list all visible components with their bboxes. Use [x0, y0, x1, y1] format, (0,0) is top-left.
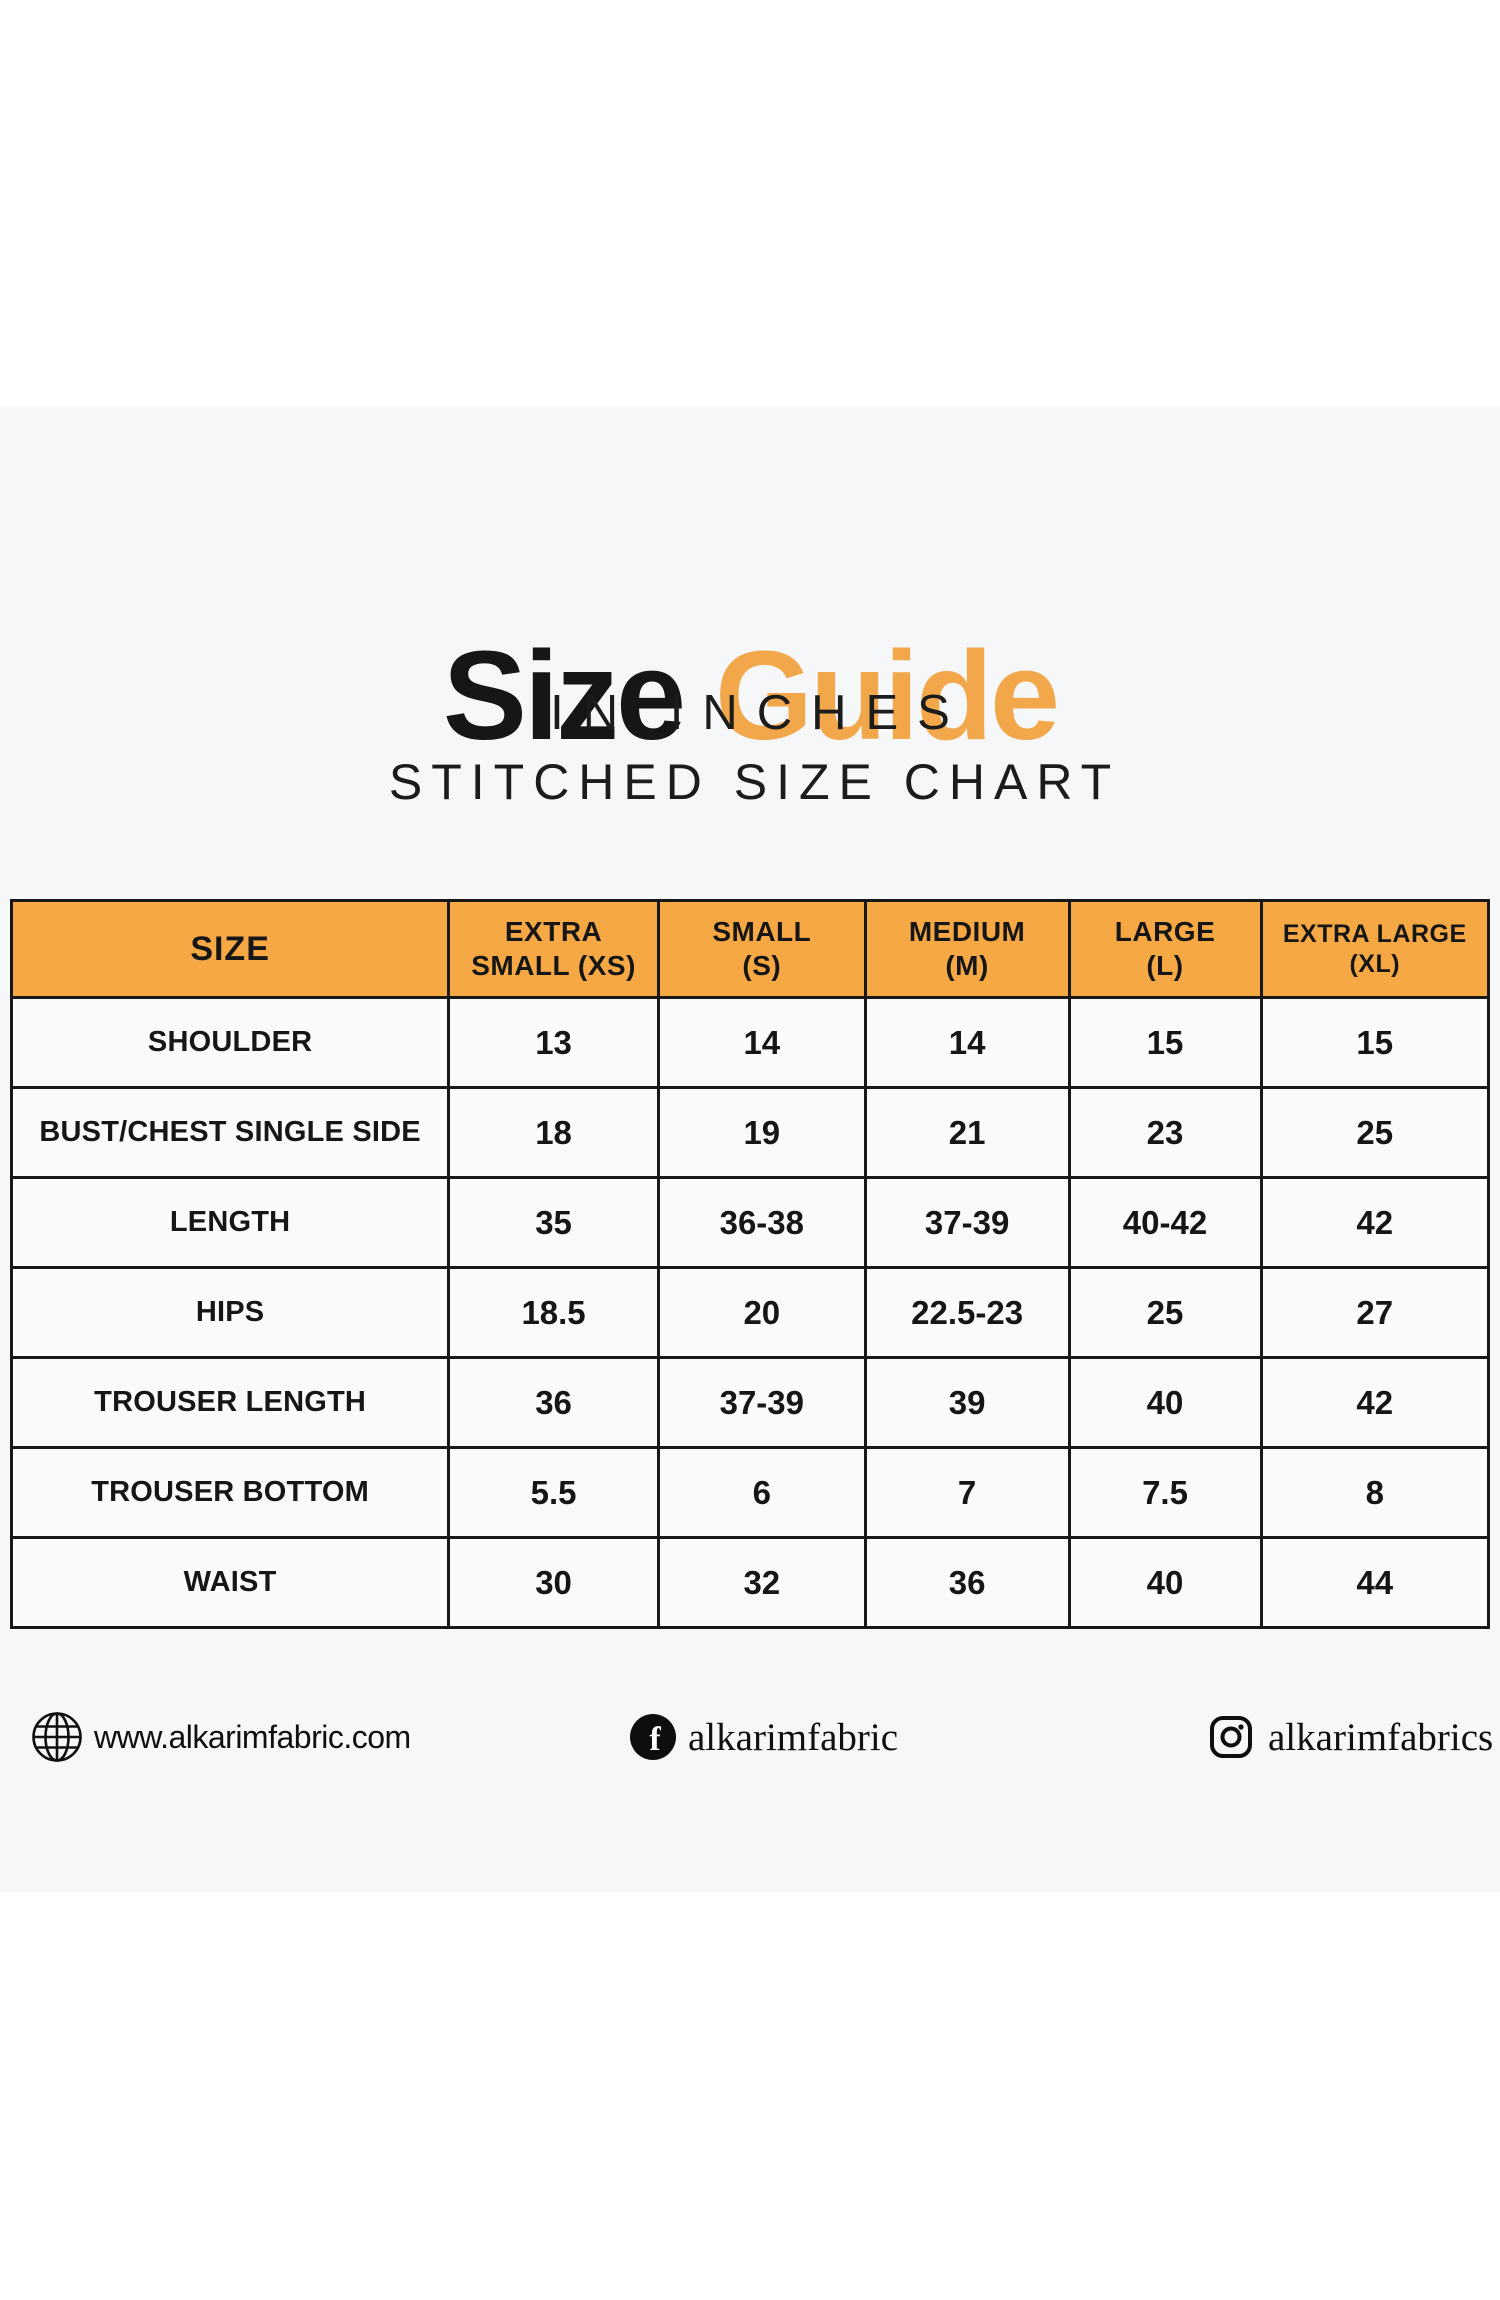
column-header-4: LARGE (L)	[1067, 899, 1263, 999]
measurement-label: HIPS	[9, 1266, 451, 1359]
measurement-value: 7.5	[1067, 1446, 1263, 1539]
page-title-word-size: Size	[442, 625, 686, 767]
measurement-label: WAIST	[9, 1536, 451, 1629]
website-contact: www.alkarimfabric.com	[30, 1710, 411, 1764]
measurement-value: 21	[863, 1086, 1071, 1179]
measurement-value: 36	[447, 1356, 660, 1449]
measurement-value: 35	[447, 1176, 660, 1269]
globe-icon	[30, 1710, 84, 1764]
measurement-label: LENGTH	[9, 1176, 451, 1269]
measurement-value: 13	[447, 996, 660, 1089]
measurement-value: 22.5-23	[863, 1266, 1071, 1359]
column-header-2: SMALL (S)	[656, 899, 867, 999]
facebook-contact: f alkarimfabric	[630, 1714, 898, 1760]
measurement-value: 36	[863, 1536, 1071, 1629]
table-row: LENGTH 35 36-38 37-39 40-42 42	[9, 1176, 1490, 1269]
table-row: WAIST 30 32 36 40 44	[9, 1536, 1490, 1629]
column-header-0: SIZE	[9, 899, 451, 999]
measurement-value: 6	[656, 1446, 867, 1539]
facebook-icon: f	[630, 1714, 676, 1760]
measurement-value: 40	[1067, 1536, 1263, 1629]
measurement-value: 39	[863, 1356, 1071, 1449]
column-header-5: EXTRA LARGE (XL)	[1259, 899, 1490, 999]
column-header-3: MEDIUM (M)	[863, 899, 1071, 999]
measurement-value: 42	[1259, 1356, 1490, 1449]
measurement-value: 44	[1259, 1536, 1490, 1629]
table-row: HIPS 18.5 20 22.5-23 25 27	[9, 1266, 1490, 1359]
measurement-value: 8	[1259, 1446, 1490, 1539]
table-row: TROUSER LENGTH 36 37-39 39 40 42	[9, 1356, 1490, 1449]
instagram-contact: alkarimfabrics	[1208, 1714, 1493, 1760]
page-title: Size Guide	[0, 633, 1500, 759]
measurement-value: 42	[1259, 1176, 1490, 1269]
measurement-value: 40-42	[1067, 1176, 1263, 1269]
measurement-value: 14	[656, 996, 867, 1089]
measurement-value: 25	[1067, 1266, 1263, 1359]
measurement-value: 27	[1259, 1266, 1490, 1359]
size-chart-body: SHOULDER 13 14 14 15 15 BUST/CHEST SINGLE SIDE…	[9, 996, 1490, 1629]
measurement-value: 32	[656, 1536, 867, 1629]
measurement-value: 15	[1067, 996, 1263, 1089]
measurement-value: 7	[863, 1446, 1071, 1539]
website-url: www.alkarimfabric.com	[94, 1719, 411, 1755]
measurement-value: 37-39	[863, 1176, 1071, 1269]
measurement-label: SHOULDER	[9, 996, 451, 1089]
instagram-icon	[1208, 1714, 1254, 1760]
facebook-handle: alkarimfabric	[688, 1715, 899, 1759]
page-title-word-guide: Guide	[715, 625, 1060, 767]
subtitle-stitched-size-chart: STITCHED SIZE CHART	[388, 754, 1121, 810]
measurement-value: 15	[1259, 996, 1490, 1089]
instagram-handle: alkarimfabrics	[1268, 1715, 1494, 1759]
size-chart-table: SIZE EXTRA SMALL (XS) SMALL (S) MEDIUM (M) L…	[9, 899, 1490, 1629]
table-row: TROUSER BOTTOM 5.5 6 7 7.5 8	[9, 1446, 1490, 1539]
measurement-value: 20	[656, 1266, 867, 1359]
measurement-value: 25	[1259, 1086, 1490, 1179]
measurement-label: TROUSER LENGTH	[9, 1356, 451, 1449]
measurement-value: 36-38	[656, 1176, 867, 1269]
measurement-value: 30	[447, 1536, 660, 1629]
size-chart-head-row: SIZE EXTRA SMALL (XS) SMALL (S) MEDIUM (M) L…	[9, 899, 1490, 999]
column-header-1: EXTRA SMALL (XS)	[447, 899, 660, 999]
measurement-value: 37-39	[656, 1356, 867, 1449]
measurement-value: 19	[656, 1086, 867, 1179]
table-row: BUST/CHEST SINGLE SIDE 18 19 21 23 25	[9, 1086, 1490, 1179]
measurement-value: 40	[1067, 1356, 1263, 1449]
measurement-value: 14	[863, 996, 1071, 1089]
table-row: SHOULDER 13 14 14 15 15	[9, 996, 1490, 1089]
measurement-label: BUST/CHEST SINGLE SIDE	[9, 1086, 451, 1179]
measurement-value: 18	[447, 1086, 660, 1179]
measurement-value: 5.5	[447, 1446, 660, 1539]
svg-text:f: f	[649, 1721, 661, 1758]
measurement-value: 23	[1067, 1086, 1263, 1179]
subtitle-in-inches: IN INCHES	[550, 686, 969, 740]
measurement-value: 18.5	[447, 1266, 660, 1359]
measurement-label: TROUSER BOTTOM	[9, 1446, 451, 1539]
